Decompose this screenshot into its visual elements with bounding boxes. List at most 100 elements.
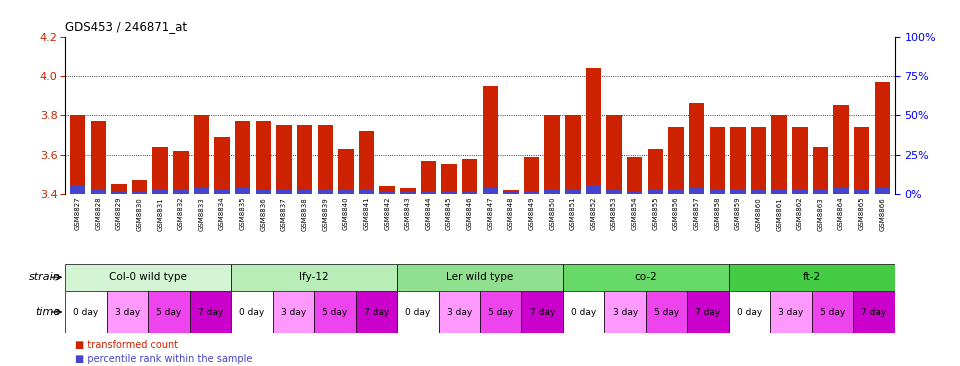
- Bar: [359, 190, 374, 194]
- Bar: [107, 291, 148, 333]
- Bar: [420, 192, 436, 194]
- Bar: [729, 264, 895, 291]
- Bar: [607, 190, 622, 194]
- Bar: [544, 190, 560, 194]
- Bar: [648, 149, 663, 194]
- Bar: [65, 264, 231, 291]
- Bar: [854, 190, 870, 194]
- Bar: [483, 86, 498, 194]
- Bar: [273, 291, 314, 333]
- Bar: [379, 186, 395, 194]
- Bar: [563, 264, 729, 291]
- Bar: [132, 192, 147, 194]
- Bar: [235, 121, 251, 194]
- Text: 7 day: 7 day: [695, 307, 721, 317]
- Text: 0 day: 0 day: [239, 307, 265, 317]
- Bar: [772, 115, 787, 194]
- Bar: [731, 190, 746, 194]
- Text: 3 day: 3 day: [612, 307, 637, 317]
- Bar: [833, 188, 849, 194]
- Bar: [439, 291, 480, 333]
- Bar: [607, 115, 622, 194]
- Text: ■ transformed count: ■ transformed count: [75, 340, 178, 350]
- Text: ft-2: ft-2: [803, 272, 821, 282]
- Bar: [524, 157, 540, 194]
- Bar: [235, 188, 251, 194]
- Bar: [194, 115, 209, 194]
- Bar: [875, 82, 890, 194]
- Bar: [231, 264, 397, 291]
- Bar: [153, 190, 168, 194]
- Text: 5 day: 5 day: [156, 307, 181, 317]
- Bar: [668, 190, 684, 194]
- Bar: [190, 291, 231, 333]
- Bar: [627, 192, 642, 194]
- Text: 7 day: 7 day: [861, 307, 887, 317]
- Bar: [521, 291, 563, 333]
- Bar: [668, 127, 684, 194]
- Text: ■ percentile rank within the sample: ■ percentile rank within the sample: [75, 354, 252, 365]
- Bar: [627, 157, 642, 194]
- Bar: [813, 147, 828, 194]
- Bar: [770, 291, 812, 333]
- Text: 3 day: 3 day: [446, 307, 472, 317]
- Bar: [751, 127, 766, 194]
- Bar: [214, 190, 229, 194]
- Bar: [111, 184, 127, 194]
- Bar: [318, 190, 333, 194]
- Bar: [132, 180, 147, 194]
- Bar: [111, 192, 127, 194]
- Bar: [70, 115, 85, 194]
- Bar: [255, 190, 271, 194]
- Bar: [276, 125, 292, 194]
- Bar: [772, 190, 787, 194]
- Bar: [314, 291, 355, 333]
- Bar: [90, 190, 106, 194]
- Bar: [355, 291, 397, 333]
- Text: 0 day: 0 day: [737, 307, 762, 317]
- Bar: [833, 105, 849, 194]
- Text: 7 day: 7 day: [530, 307, 555, 317]
- Bar: [297, 125, 312, 194]
- Text: 3 day: 3 day: [115, 307, 140, 317]
- Bar: [90, 121, 106, 194]
- Bar: [524, 192, 540, 194]
- Bar: [813, 190, 828, 194]
- Bar: [875, 188, 890, 194]
- Bar: [397, 291, 439, 333]
- Bar: [194, 188, 209, 194]
- Bar: [318, 125, 333, 194]
- Bar: [173, 151, 188, 194]
- Bar: [148, 291, 190, 333]
- Bar: [338, 190, 353, 194]
- Bar: [563, 291, 605, 333]
- Bar: [70, 186, 85, 194]
- Bar: [544, 115, 560, 194]
- Bar: [442, 164, 457, 194]
- Bar: [586, 68, 601, 194]
- Bar: [214, 137, 229, 194]
- Bar: [731, 127, 746, 194]
- Bar: [792, 127, 807, 194]
- Text: time: time: [36, 307, 60, 317]
- Bar: [255, 121, 271, 194]
- Bar: [483, 188, 498, 194]
- Bar: [397, 264, 563, 291]
- Bar: [462, 192, 477, 194]
- Bar: [792, 190, 807, 194]
- Bar: [359, 131, 374, 194]
- Bar: [420, 161, 436, 194]
- Bar: [646, 291, 687, 333]
- Bar: [173, 190, 188, 194]
- Text: co-2: co-2: [635, 272, 658, 282]
- Bar: [379, 192, 395, 194]
- Bar: [480, 291, 521, 333]
- Bar: [687, 291, 729, 333]
- Text: 0 day: 0 day: [405, 307, 430, 317]
- Bar: [297, 190, 312, 194]
- Text: lfy-12: lfy-12: [300, 272, 329, 282]
- Bar: [689, 104, 705, 194]
- Bar: [276, 190, 292, 194]
- Text: strain: strain: [29, 272, 60, 282]
- Text: 0 day: 0 day: [73, 307, 99, 317]
